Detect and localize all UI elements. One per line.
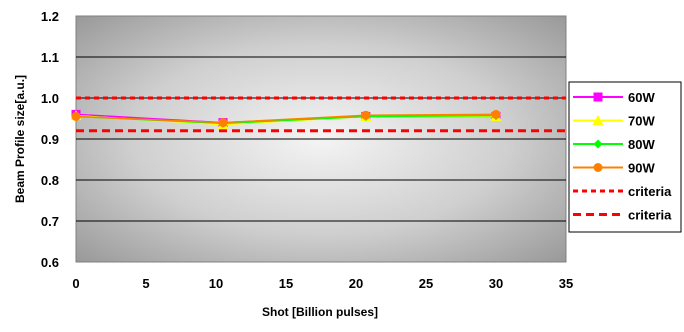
y-tick-label: 0.6 [41, 255, 59, 270]
y-tick-label: 1.1 [41, 50, 59, 65]
legend-label: 90W [628, 161, 655, 176]
legend-label: 70W [628, 114, 655, 129]
legend-label: criteria [628, 208, 672, 223]
x-tick-label: 35 [559, 276, 573, 291]
x-tick-label: 20 [349, 276, 363, 291]
legend-marker [593, 139, 603, 149]
y-axis-ticks: 0.6 0.7 0.8 0.9 1.0 1.1 1.2 [41, 9, 59, 270]
series-90w [71, 109, 501, 128]
legend-label: criteria [628, 184, 672, 199]
legend: 60W 70W 80W 90W criteria criteria [568, 81, 682, 233]
grid-lines [76, 56, 566, 222]
x-tick-label: 10 [209, 276, 223, 291]
data-point [71, 111, 81, 121]
data-point [218, 118, 228, 128]
x-tick-label: 15 [279, 276, 293, 291]
legend-label: 80W [628, 137, 655, 152]
y-tick-label: 0.7 [41, 214, 59, 229]
x-tick-label: 30 [489, 276, 503, 291]
x-tick-label: 5 [142, 276, 149, 291]
y-tick-label: 0.8 [41, 173, 59, 188]
legend-marker [593, 92, 603, 102]
legend-box [568, 81, 682, 233]
x-axis-ticks: 0 5 10 15 20 25 30 35 [72, 276, 573, 291]
x-tick-label: 25 [419, 276, 433, 291]
data-series [70, 109, 502, 130]
data-point [491, 109, 501, 119]
legend-marker [592, 115, 604, 125]
y-tick-label: 1.2 [41, 9, 59, 24]
y-tick-label: 1.0 [41, 91, 59, 106]
x-tick-label: 0 [72, 276, 79, 291]
y-tick-label: 0.9 [41, 132, 59, 147]
y-axis-title: Beam Profile size[a.u.] [13, 75, 27, 203]
criteria-lines [76, 96, 566, 133]
x-axis-title: Shot [Billion pulses] [262, 305, 378, 319]
legend-marker [593, 163, 603, 172]
series-line [75, 113, 497, 124]
legend-label: 60W [628, 90, 655, 105]
data-point [361, 110, 371, 120]
